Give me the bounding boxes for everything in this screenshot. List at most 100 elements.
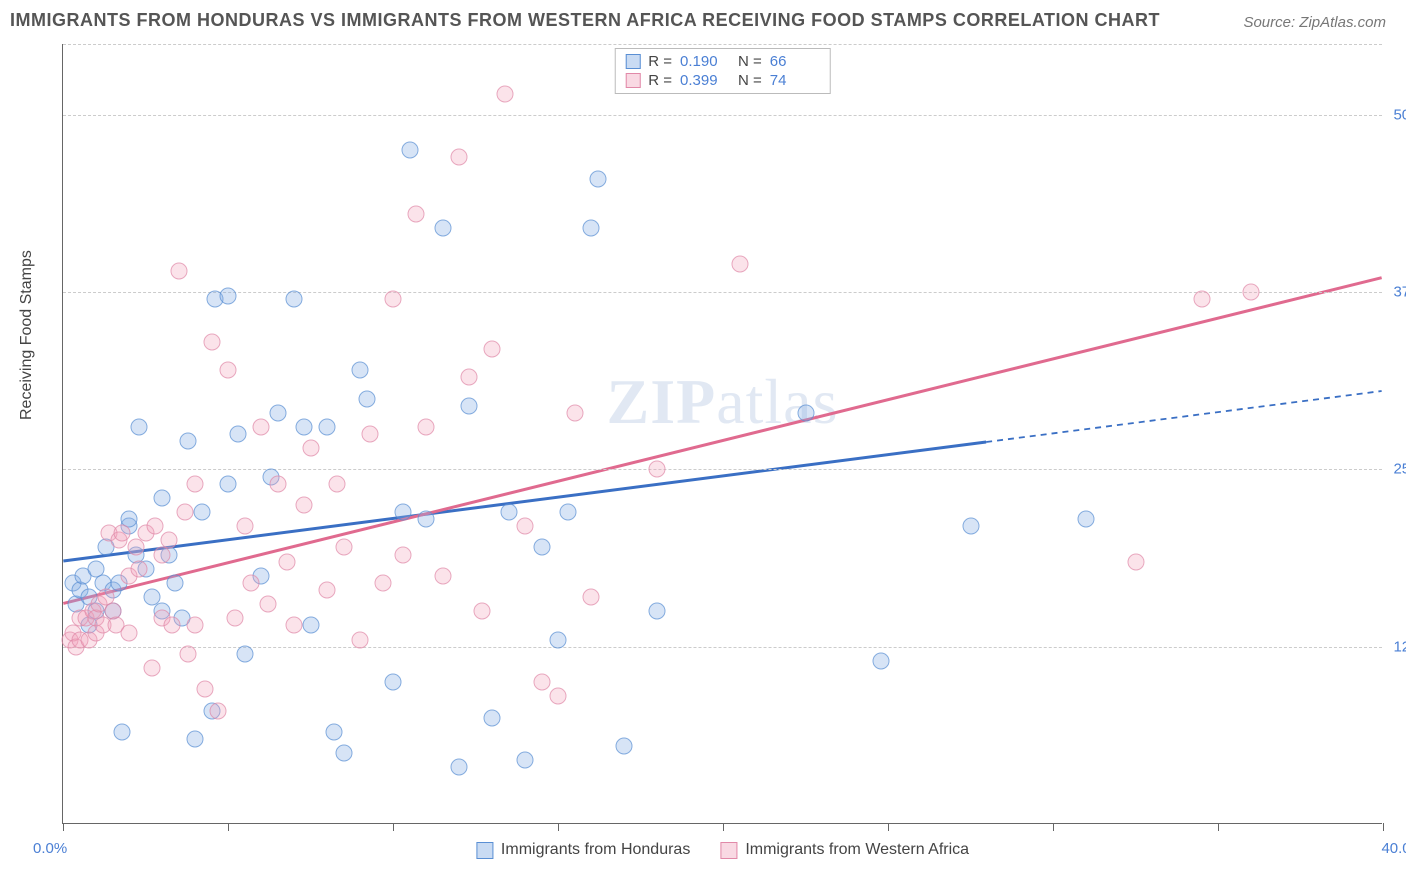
y-tick-label: 37.5%: [1393, 284, 1406, 301]
data-point: [1078, 511, 1095, 528]
x-tick: [1383, 823, 1384, 831]
data-point: [731, 255, 748, 272]
r-label: R =: [648, 53, 672, 70]
x-tick: [393, 823, 394, 831]
data-point: [352, 631, 369, 648]
data-point: [649, 461, 666, 478]
x-tick: [1053, 823, 1054, 831]
data-point: [180, 433, 197, 450]
data-point: [114, 525, 131, 542]
data-point: [451, 149, 468, 166]
data-point: [220, 362, 237, 379]
data-point: [220, 288, 237, 305]
data-point: [550, 631, 567, 648]
data-point: [269, 475, 286, 492]
y-tick-label: 25.0%: [1393, 461, 1406, 478]
data-point: [1243, 284, 1260, 301]
data-point: [517, 752, 534, 769]
legend-series-item: Immigrants from Honduras: [476, 841, 690, 859]
data-point: [385, 674, 402, 691]
data-point: [434, 567, 451, 584]
n-label: N =: [738, 53, 762, 70]
data-point: [319, 582, 336, 599]
x-tick: [228, 823, 229, 831]
x-tick: [723, 823, 724, 831]
data-point: [460, 397, 477, 414]
data-point: [147, 518, 164, 535]
data-point: [533, 674, 550, 691]
data-point: [451, 759, 468, 776]
data-point: [352, 362, 369, 379]
legend-swatch: [720, 842, 737, 859]
data-point: [385, 291, 402, 308]
data-point: [583, 220, 600, 237]
data-point: [500, 504, 517, 521]
data-point: [121, 624, 138, 641]
legend-series-item: Immigrants from Western Africa: [720, 841, 969, 859]
data-point: [167, 574, 184, 591]
source-label: Source: ZipAtlas.com: [1243, 14, 1386, 31]
data-point: [127, 539, 144, 556]
data-point: [394, 546, 411, 563]
data-point: [484, 340, 501, 357]
data-point: [474, 603, 491, 620]
legend-correlation-row: R =0.399N =74: [625, 71, 820, 90]
data-point: [1193, 291, 1210, 308]
data-point: [253, 418, 270, 435]
r-value: 0.190: [680, 53, 730, 70]
gridline: [63, 44, 1382, 45]
data-point: [302, 617, 319, 634]
data-point: [210, 702, 227, 719]
data-point: [589, 170, 606, 187]
data-point: [187, 475, 204, 492]
chart-title: IMMIGRANTS FROM HONDURAS VS IMMIGRANTS F…: [10, 10, 1160, 31]
legend-correlation-row: R =0.190N =66: [625, 52, 820, 71]
plot-area: ZIPatlas R =0.190N =66R =0.399N =74 0.0%…: [62, 44, 1382, 824]
y-tick-label: 12.5%: [1393, 638, 1406, 655]
data-point: [550, 688, 567, 705]
legend-series-label: Immigrants from Honduras: [501, 841, 690, 859]
data-point: [144, 660, 161, 677]
data-point: [295, 496, 312, 513]
data-point: [418, 418, 435, 435]
data-point: [484, 709, 501, 726]
data-point: [229, 426, 246, 443]
y-tick-label: 50.0%: [1393, 106, 1406, 123]
data-point: [279, 553, 296, 570]
data-point: [559, 504, 576, 521]
data-point: [649, 603, 666, 620]
data-point: [180, 645, 197, 662]
data-point: [193, 504, 210, 521]
data-point: [160, 532, 177, 549]
watermark: ZIPatlas: [607, 365, 839, 439]
data-point: [361, 426, 378, 443]
data-point: [394, 504, 411, 521]
data-point: [873, 652, 890, 669]
data-point: [460, 369, 477, 386]
x-axis-min-label: 0.0%: [33, 840, 67, 857]
data-point: [358, 390, 375, 407]
data-point: [583, 589, 600, 606]
r-label: R =: [648, 72, 672, 89]
data-point: [220, 475, 237, 492]
trend-line: [63, 278, 1381, 604]
trend-line-extrapolated: [986, 391, 1381, 442]
gridline: [63, 115, 1382, 116]
data-point: [497, 85, 514, 102]
data-point: [170, 262, 187, 279]
n-label: N =: [738, 72, 762, 89]
data-point: [335, 745, 352, 762]
data-point: [517, 518, 534, 535]
data-point: [1127, 553, 1144, 570]
data-point: [533, 539, 550, 556]
data-point: [269, 404, 286, 421]
legend-series-label: Immigrants from Western Africa: [745, 841, 969, 859]
legend-swatch: [476, 842, 493, 859]
x-tick: [1218, 823, 1219, 831]
data-point: [566, 404, 583, 421]
data-point: [236, 518, 253, 535]
data-point: [797, 404, 814, 421]
data-point: [418, 511, 435, 528]
gridline: [63, 292, 1382, 293]
x-tick: [888, 823, 889, 831]
